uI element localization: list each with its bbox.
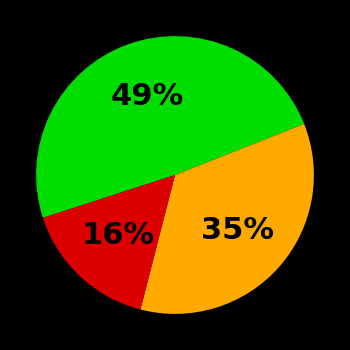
Wedge shape (140, 124, 314, 314)
Wedge shape (36, 36, 304, 218)
Text: 35%: 35% (201, 216, 274, 245)
Text: 49%: 49% (110, 82, 183, 111)
Text: 16%: 16% (82, 221, 154, 250)
Wedge shape (43, 175, 175, 309)
